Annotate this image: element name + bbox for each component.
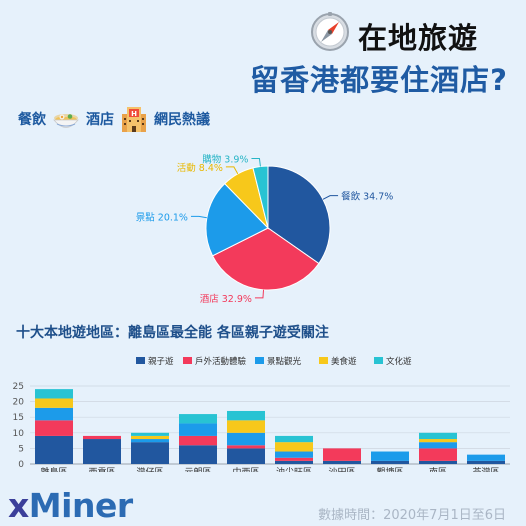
- y-tick-label: 10: [13, 429, 25, 439]
- data-period: 數據時間：2020年7月1日至6日: [318, 508, 506, 523]
- subtitle: 餐飲 酒店 H 網民熱議: [18, 104, 210, 134]
- bar-segment: [227, 410, 265, 421]
- bar-segment: [467, 454, 505, 461]
- y-tick-label: 25: [13, 382, 24, 392]
- subtitle-hotel: 酒店: [86, 112, 114, 128]
- pie-label: 酒店 32.9%: [200, 293, 252, 305]
- bar-segment: [419, 439, 457, 443]
- bar-segment: [371, 451, 409, 461]
- subtitle-discussion: 網民熱議: [154, 112, 210, 128]
- bar-segment: [419, 432, 457, 440]
- bar-segment: [275, 460, 313, 464]
- legend-swatch: [255, 357, 264, 364]
- x-tick-label: 中西區: [232, 466, 259, 472]
- legend-label: 戶外活動體驗: [195, 356, 247, 367]
- bar-legend: 親子遊 戶外活動體驗 景點觀光 美食遊 文化遊: [136, 356, 412, 367]
- legend-label: 親子遊: [148, 356, 174, 367]
- legend-label: 文化遊: [386, 356, 412, 367]
- legend-swatch: [183, 357, 192, 364]
- bar-segment: [227, 432, 265, 446]
- x-tick-label: 灣仔區: [136, 466, 163, 472]
- bar-segment: [35, 420, 73, 436]
- compass-icon: [311, 12, 349, 51]
- bar-segment: [35, 435, 73, 464]
- bar-segment: [131, 435, 169, 440]
- x-tick-label: 元朗區: [184, 466, 211, 472]
- pie-slice-3: [205, 182, 269, 257]
- bar-segment: [323, 460, 361, 464]
- pie-leader-line: [254, 289, 265, 299]
- x-tick-label: 油尖旺區: [276, 466, 312, 472]
- legend-swatch: [319, 357, 328, 364]
- legend-swatch: [374, 357, 383, 364]
- title-line-2: 留香港都要住酒店?: [250, 63, 508, 97]
- bar-segment: [35, 398, 73, 408]
- bar-segment: [179, 445, 217, 464]
- section-title: 十大本地遊地區：離島區最全能 各區親子遊受關注: [16, 325, 329, 341]
- bar-segment: [419, 460, 457, 464]
- y-tick-label: 15: [13, 413, 24, 423]
- legend-label: 美食遊: [331, 356, 357, 367]
- legend-swatch: [136, 357, 145, 364]
- y-tick-label: 0: [18, 460, 24, 470]
- y-tick-label: 5: [18, 444, 24, 454]
- pie-label: 購物 3.9%: [202, 154, 248, 166]
- category-pie-chart: 餐飲 34.7% 酒店 32.9% 景點 20.1% 活動 8.4%購物 3.9%: [136, 154, 394, 305]
- header: 在地旅遊 留香港都要住酒店?: [0, 0, 526, 100]
- hotel-icon: H: [122, 107, 146, 132]
- pie-leader-line: [322, 195, 339, 200]
- bar-segment: [179, 423, 217, 436]
- bar-segment: [227, 448, 265, 464]
- pie-leader-line: [251, 158, 261, 167]
- bar-segment: [467, 460, 505, 464]
- pie-label: 活動 8.4%: [177, 162, 223, 174]
- bar-segment: [35, 389, 73, 399]
- pie-slice-1: [267, 165, 331, 265]
- x-tick-label: 離島區: [40, 466, 67, 472]
- y-tick-label: 20: [13, 398, 25, 408]
- title-line-1: 在地旅遊: [358, 21, 479, 55]
- svg-text:H: H: [131, 110, 137, 118]
- bar-segment: [179, 435, 217, 446]
- bar-segment: [275, 457, 313, 461]
- bar-segment: [35, 407, 73, 421]
- bar-segment: [275, 451, 313, 458]
- bar-segment: [131, 442, 169, 464]
- x-tick-label: 觀塘區: [376, 466, 403, 472]
- pie-label: 餐飲 34.7%: [341, 191, 393, 203]
- bar-segment: [275, 442, 313, 452]
- bar-segment: [227, 445, 265, 449]
- x-tick-label: 荃灣區: [472, 466, 499, 472]
- bar-segment: [227, 420, 265, 433]
- bar-segment: [419, 448, 457, 461]
- pie-leader-line: [190, 215, 207, 219]
- bar-segment: [371, 460, 409, 464]
- bar-segment: [131, 439, 169, 443]
- bar-segment: [275, 435, 313, 443]
- legend-label: 景點觀光: [267, 356, 302, 367]
- bar-segment: [419, 442, 457, 449]
- bar-segment: [323, 448, 361, 461]
- x-tick-label: 南區: [429, 466, 447, 472]
- pie-label: 景點 20.1%: [136, 211, 188, 223]
- x-tick-label: 西貢區: [88, 467, 115, 472]
- pie-leader-line: [225, 166, 239, 175]
- bar-segment: [83, 439, 121, 464]
- x-tick-label: 沙田區: [328, 467, 355, 472]
- xminer-logo: xMiner: [8, 486, 133, 525]
- bar-segment: [179, 414, 217, 424]
- bar-segment: [83, 435, 121, 440]
- subtitle-food: 餐飲: [18, 112, 46, 128]
- bar-segment: [131, 432, 169, 436]
- noodle-bowl-icon: [53, 114, 79, 128]
- district-bar-chart: 親子遊 戶外活動體驗 景點觀光 美食遊 文化遊 0 5 10 15 20 25 離島區 西貢區 灣仔區 元朗…: [13, 356, 510, 472]
